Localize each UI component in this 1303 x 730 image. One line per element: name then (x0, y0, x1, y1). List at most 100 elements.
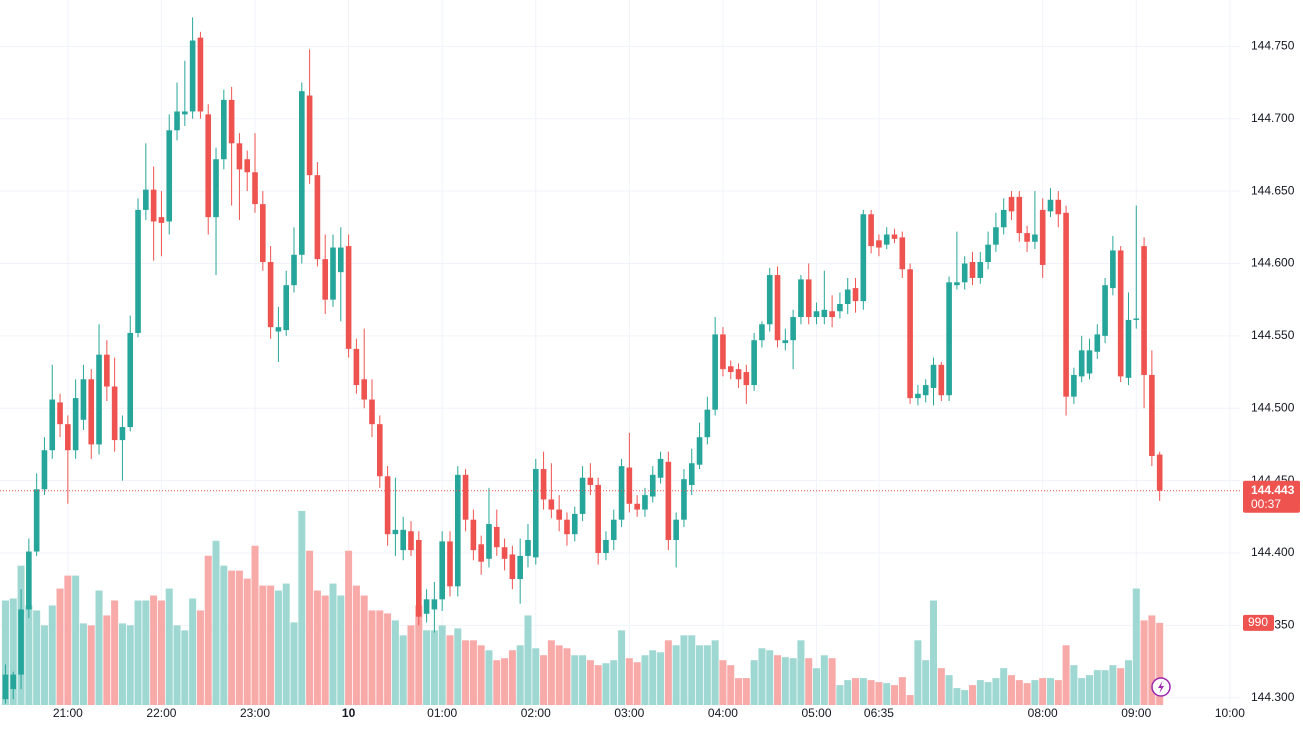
x-tick-label: 03:00 (614, 706, 644, 720)
volume-bar (828, 658, 836, 705)
volume-bar (329, 583, 337, 705)
candle-body (26, 551, 32, 610)
candle-body (946, 282, 952, 396)
candle-body (80, 379, 87, 420)
y-tick-label: 144.700 (1251, 111, 1295, 125)
candle-body (501, 547, 508, 559)
candle-body (821, 309, 828, 318)
candle-body (977, 262, 984, 278)
volume-bar (953, 688, 961, 705)
candle-body (790, 317, 796, 341)
candle-body (509, 554, 516, 580)
lightning-icon (1158, 681, 1164, 693)
candle-body (478, 544, 484, 562)
candle-body (548, 499, 555, 510)
candle-body (696, 437, 703, 465)
x-tick-label: 10:00 (1215, 706, 1245, 720)
x-tick-label: 21:00 (53, 706, 83, 720)
candle-body (1149, 374, 1155, 457)
volume-bar (64, 575, 72, 705)
candle-body (868, 214, 874, 247)
candle-body (135, 209, 141, 333)
y-tick-label: 144.650 (1251, 183, 1295, 197)
last-volume-label: 990 (1248, 615, 1268, 629)
candle-body (1032, 234, 1038, 242)
candle-body (447, 541, 453, 587)
volume-bar (914, 640, 922, 705)
volume-bar (1085, 675, 1093, 705)
candle-body (2, 674, 9, 700)
volume-bar (384, 613, 392, 705)
candle-body (603, 539, 609, 553)
countdown-label: 00:37 (1251, 497, 1281, 511)
volume-bar (1117, 668, 1125, 705)
volume-bar (150, 595, 158, 705)
volume-bar (524, 615, 532, 705)
candle-body (205, 114, 212, 218)
candle-body (49, 399, 56, 451)
volume-bar (196, 610, 204, 705)
volume-bar (571, 655, 579, 705)
volume-bar (727, 665, 735, 705)
volume-bar (220, 565, 228, 705)
volume-bar (937, 668, 945, 705)
candle-body (860, 214, 867, 302)
volume-bar (48, 605, 56, 705)
volume-bar (142, 600, 150, 705)
volume-bar (797, 640, 805, 705)
candle-body (587, 477, 594, 485)
volume-bar (555, 645, 563, 705)
candle-body (969, 262, 976, 278)
volume-bar (540, 655, 548, 705)
candle-body (72, 398, 79, 451)
volume-bar (844, 680, 852, 705)
candle-layer (2, 17, 1163, 704)
candle-body (197, 37, 204, 112)
candle-body (712, 334, 718, 410)
candle-body (384, 476, 391, 535)
volume-bar (1132, 588, 1140, 705)
volume-bar (438, 625, 446, 705)
volume-bar (1031, 680, 1039, 705)
candle-body (681, 479, 687, 520)
volume-bar (625, 658, 633, 705)
volume-bar (290, 622, 298, 705)
volume-layer (1, 510, 1164, 705)
candle-body (1141, 246, 1147, 375)
volume-bar (423, 630, 431, 705)
volume-bar (703, 645, 711, 705)
volume-bar (212, 540, 220, 705)
candle-body (985, 244, 991, 263)
volume-bar (501, 658, 509, 705)
candle-body (252, 172, 258, 205)
volume-bar (9, 598, 17, 705)
volume-bar (477, 645, 485, 705)
volume-bar (984, 682, 992, 705)
candle-body (1008, 196, 1015, 212)
candle-body (891, 234, 898, 239)
candle-body (1047, 199, 1054, 212)
volume-bar (532, 648, 540, 705)
volume-bar (875, 682, 883, 705)
candle-body (18, 609, 24, 675)
volume-bar (961, 690, 969, 705)
candle-body (798, 279, 804, 318)
volume-bar (189, 598, 197, 705)
candle-body (907, 269, 913, 399)
volume-bar (742, 678, 750, 705)
candle-body (852, 288, 859, 302)
candle-body (10, 674, 17, 690)
candle-body (330, 247, 336, 300)
volume-bar (1015, 680, 1023, 705)
lightning-button[interactable] (1151, 677, 1171, 697)
candle-body (774, 275, 781, 341)
candle-body (1110, 250, 1116, 289)
volume-bar (781, 657, 789, 705)
volume-bar (446, 635, 454, 705)
candle-body (571, 513, 578, 535)
x-tick-label: 09:00 (1121, 706, 1151, 720)
candle-body (618, 466, 625, 520)
volume-bar (360, 595, 368, 705)
candle-body (369, 399, 375, 425)
